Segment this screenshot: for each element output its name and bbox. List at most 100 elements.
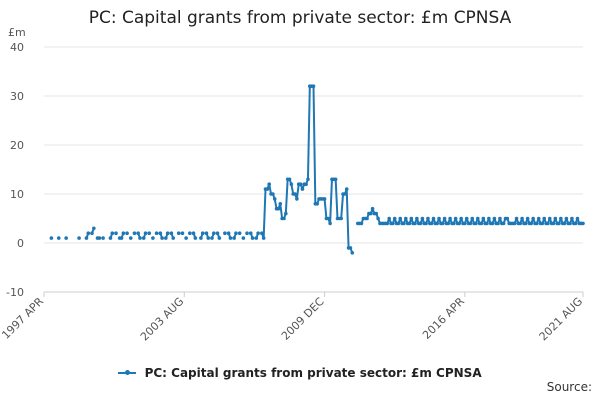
data-point: [374, 211, 379, 216]
data-point: [529, 221, 534, 226]
data-point: [265, 187, 270, 191]
data-point: [295, 197, 299, 201]
data-point: [147, 231, 152, 235]
data-point: [49, 236, 54, 240]
data-point: [474, 221, 478, 226]
data-point: [77, 236, 81, 240]
data-point: [420, 216, 425, 221]
data-point: [475, 216, 480, 221]
x-tick-label: 1997 APR: [0, 295, 46, 342]
data-point: [413, 221, 417, 226]
data-point: [536, 216, 541, 221]
data-point: [344, 187, 349, 191]
data-point: [376, 216, 380, 221]
data-point: [523, 221, 528, 226]
data-point: [128, 236, 133, 240]
data-point: [169, 231, 174, 235]
data-point: [160, 236, 164, 240]
data-point: [339, 216, 343, 221]
data-point: [446, 221, 451, 226]
data-point: [575, 216, 580, 221]
data-point: [284, 211, 288, 216]
data-point: [350, 251, 355, 255]
data-point: [481, 216, 486, 221]
data-point: [84, 236, 89, 240]
data-point: [368, 211, 373, 216]
legend-line-marker-icon: [118, 369, 137, 375]
data-point: [451, 221, 456, 226]
data-point: [559, 216, 563, 221]
y-tick-label: 40: [10, 41, 24, 54]
data-point: [365, 216, 369, 221]
data-point: [267, 182, 271, 186]
x-tick-label: 2021 AUG: [537, 295, 586, 344]
data-point: [271, 192, 275, 196]
data-point: [136, 231, 140, 235]
data-point: [387, 216, 391, 221]
source-label: Source:: [546, 380, 592, 394]
data-point: [418, 221, 423, 226]
data-point: [402, 221, 406, 226]
data-point: [200, 231, 205, 235]
data-point: [121, 231, 126, 235]
data-point: [180, 231, 185, 235]
data-point: [359, 221, 364, 226]
data-point: [573, 221, 578, 226]
data-point: [525, 216, 530, 221]
data-point: [551, 221, 556, 226]
data-point: [546, 221, 550, 226]
data-point: [119, 236, 124, 240]
data-point: [234, 231, 238, 235]
data-point: [151, 236, 155, 240]
data-point: [568, 221, 572, 226]
data-point: [581, 221, 585, 226]
data-point: [241, 236, 246, 240]
legend[interactable]: PC: Capital grants from private sector: …: [0, 366, 600, 380]
data-point: [424, 221, 428, 226]
data-point: [540, 221, 545, 226]
data-point: [501, 221, 506, 226]
data-point: [143, 231, 148, 235]
data-point: [108, 236, 113, 240]
data-point: [518, 221, 523, 226]
data-point: [370, 206, 375, 211]
data-point: [188, 231, 192, 235]
data-point: [293, 192, 297, 196]
data-point: [457, 221, 462, 226]
data-point: [470, 216, 475, 221]
data-point: [442, 216, 447, 221]
y-tick-label: 30: [10, 90, 24, 103]
data-point: [176, 231, 181, 235]
data-point: [490, 221, 495, 226]
data-point: [437, 216, 441, 221]
data-point: [392, 216, 397, 221]
data-point: [206, 236, 211, 240]
data-point: [90, 231, 94, 235]
data-point: [498, 216, 502, 221]
y-tick-label: -10: [6, 286, 24, 299]
data-point: [256, 231, 260, 235]
data-point: [298, 182, 303, 186]
data-point: [254, 236, 259, 240]
data-point: [535, 221, 539, 226]
data-point: [245, 231, 249, 235]
data-point: [184, 236, 188, 240]
data-point: [64, 236, 68, 240]
data-point: [92, 226, 96, 231]
data-point: [453, 216, 458, 221]
data-point: [248, 231, 253, 235]
grid-lines: [44, 46, 583, 293]
data-point: [97, 236, 102, 240]
data-point: [431, 216, 436, 221]
data-point: [217, 236, 222, 240]
data-point: [232, 236, 236, 240]
data-point: [212, 231, 216, 235]
data-point: [141, 236, 146, 240]
data-point: [101, 236, 105, 240]
series-plot: [49, 84, 585, 255]
data-point: [261, 236, 266, 240]
data-point: [429, 221, 434, 226]
data-point: [154, 231, 159, 235]
data-point: [276, 206, 281, 211]
x-tick-label: 2016 APR: [420, 295, 467, 342]
